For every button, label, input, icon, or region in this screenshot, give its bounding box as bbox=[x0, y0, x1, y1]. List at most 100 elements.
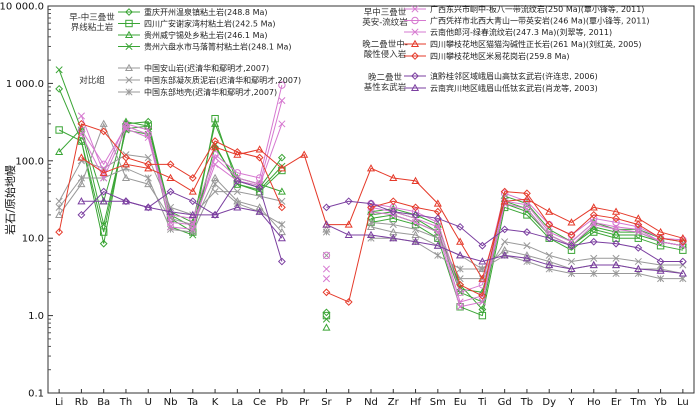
x-tick-label: Ti bbox=[477, 397, 487, 408]
data-point bbox=[100, 221, 108, 229]
legend-swatch-marker bbox=[410, 39, 420, 48]
x-tick-label: Eu bbox=[454, 397, 467, 408]
series-line bbox=[326, 200, 683, 262]
data-point bbox=[389, 173, 398, 182]
data-point bbox=[545, 228, 553, 236]
data-point bbox=[367, 208, 375, 216]
x-tick-label: U bbox=[145, 397, 152, 408]
data-point bbox=[478, 274, 487, 282]
data-point bbox=[188, 174, 197, 182]
legend-swatch-marker bbox=[125, 42, 133, 51]
legend-entry: 广西凭祥市北西大青山一带英安岩(246 Ma)(覃小锋等, 2011) bbox=[430, 16, 650, 26]
data-point bbox=[144, 133, 152, 142]
data-point bbox=[122, 164, 130, 172]
legend-swatch-marker bbox=[125, 19, 133, 28]
data-point bbox=[188, 187, 197, 195]
legend-entry: 中国东部凝灰质泥岩(迟清华和鄢明才,2007) bbox=[144, 75, 301, 85]
x-tick-label: Pb bbox=[276, 397, 288, 408]
series-3 bbox=[55, 66, 687, 323]
data-point bbox=[322, 275, 331, 283]
data-point bbox=[77, 112, 85, 120]
y-tick-label: 10 000.0 bbox=[0, 2, 44, 13]
data-point bbox=[77, 179, 86, 188]
data-point bbox=[634, 243, 643, 252]
data-point bbox=[545, 220, 554, 229]
data-point bbox=[612, 214, 620, 223]
data-point bbox=[322, 220, 331, 228]
x-axis: Li Rb Ba Th U Nb Ta K La Ce Pb Pr Sr P Nd Zr Hf Sm Eu Ti Gd T… bbox=[55, 389, 689, 408]
data-point bbox=[367, 203, 375, 212]
data-point bbox=[277, 257, 286, 266]
data-point bbox=[144, 179, 153, 188]
data-point bbox=[121, 173, 131, 182]
data-point bbox=[55, 84, 64, 93]
data-point bbox=[634, 220, 643, 229]
data-point bbox=[523, 189, 531, 198]
data-point bbox=[433, 199, 442, 207]
data-point bbox=[567, 231, 576, 239]
legend-group-label: 早中三叠世 bbox=[364, 7, 407, 18]
data-point bbox=[189, 221, 197, 229]
data-point bbox=[144, 154, 152, 162]
x-tick-label: Pr bbox=[299, 397, 310, 408]
data-point bbox=[344, 298, 353, 306]
data-point bbox=[389, 207, 398, 216]
data-point bbox=[656, 264, 665, 273]
series-line bbox=[81, 180, 283, 262]
data-point bbox=[478, 291, 487, 300]
data-point bbox=[389, 197, 398, 206]
data-point bbox=[233, 148, 242, 156]
data-point bbox=[55, 203, 63, 211]
data-point bbox=[656, 266, 665, 274]
data-lines bbox=[55, 66, 687, 331]
legend-group-label: 界线粘土岩 bbox=[71, 22, 114, 33]
y-tick-label: 10.0 bbox=[22, 234, 44, 245]
data-point bbox=[433, 241, 442, 249]
data-point bbox=[77, 119, 86, 128]
legend-group-label: 对比组 bbox=[79, 75, 105, 86]
legend-entry: 重庆开州温泉镇粘土岩(248.8 Ma) bbox=[144, 7, 268, 17]
data-point bbox=[255, 145, 264, 153]
data-point bbox=[233, 203, 242, 211]
x-tick-label: Sm bbox=[430, 397, 446, 408]
data-point bbox=[545, 257, 554, 265]
data-point bbox=[255, 207, 264, 215]
data-point bbox=[634, 234, 643, 242]
x-tick-label: Lu bbox=[677, 397, 689, 408]
data-point bbox=[144, 160, 153, 169]
data-point bbox=[456, 303, 464, 311]
data-point bbox=[144, 121, 153, 130]
y-tick-label: 1.0 bbox=[28, 311, 44, 322]
data-point bbox=[678, 269, 687, 277]
legend-group-label: 晚二叠世 bbox=[368, 72, 403, 83]
data-point bbox=[211, 142, 220, 151]
data-point bbox=[211, 210, 220, 218]
legend-entry: 广西东兴市峒中-板八一带流纹岩(250 Ma)(覃小锋等, 2011) bbox=[430, 4, 644, 14]
data-point bbox=[612, 218, 620, 227]
x-tick-label: P bbox=[346, 397, 352, 408]
series-10 bbox=[77, 142, 687, 282]
series-line bbox=[326, 224, 683, 274]
data-point bbox=[278, 97, 286, 105]
data-point bbox=[679, 246, 687, 254]
data-point bbox=[166, 160, 175, 169]
data-point bbox=[255, 153, 264, 162]
data-point bbox=[589, 260, 598, 269]
legend-entry: 贵州威宁锡处乡粘土岩(246.1 Ma) bbox=[144, 30, 268, 40]
data-point bbox=[77, 153, 86, 161]
data-point bbox=[233, 188, 241, 196]
legend-group-label: 基性玄武岩 bbox=[364, 82, 407, 93]
x-tick-label: La bbox=[231, 397, 243, 408]
legend-swatch-marker bbox=[411, 16, 419, 25]
x-tick-label: Rb bbox=[75, 397, 88, 408]
data-point bbox=[55, 66, 63, 74]
data-point bbox=[545, 265, 553, 273]
data-point bbox=[656, 234, 665, 243]
data-point bbox=[99, 168, 108, 176]
data-point bbox=[522, 254, 531, 262]
data-point bbox=[256, 181, 264, 190]
data-point bbox=[612, 269, 620, 278]
data-point bbox=[277, 153, 286, 162]
legend-swatch-marker bbox=[124, 30, 134, 39]
data-point bbox=[55, 147, 64, 156]
